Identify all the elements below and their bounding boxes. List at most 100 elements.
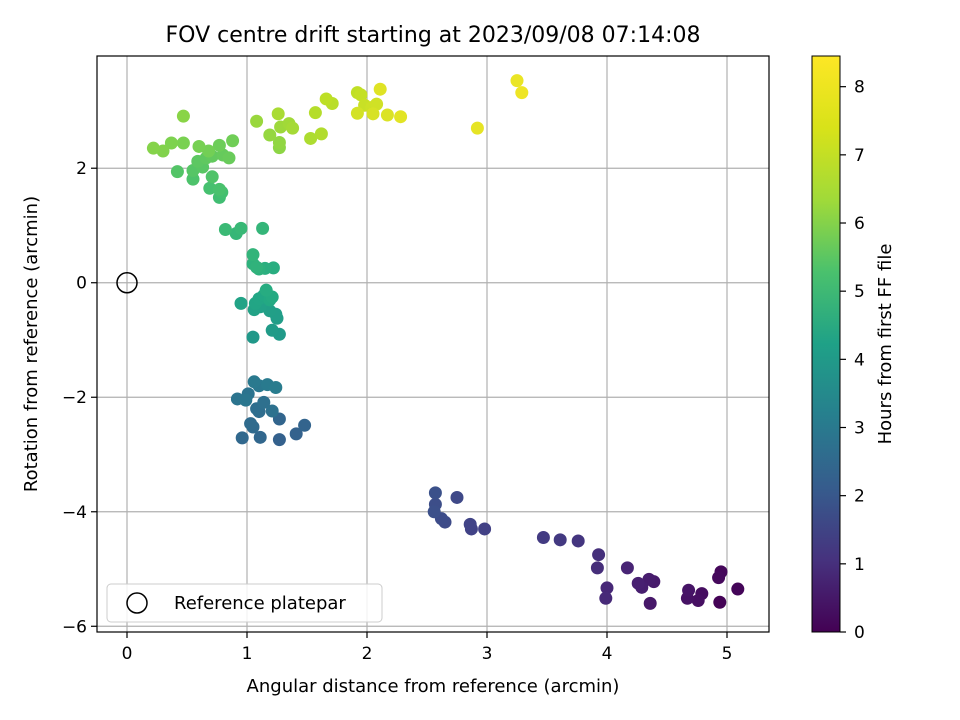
colorbar-tick-label: 7 xyxy=(854,146,865,166)
data-point xyxy=(373,82,387,96)
data-point xyxy=(250,260,264,274)
data-point xyxy=(515,86,529,100)
data-point xyxy=(463,517,477,531)
x-tick-label: 3 xyxy=(482,644,493,664)
data-point xyxy=(222,151,236,165)
data-point xyxy=(286,121,300,135)
data-point xyxy=(590,561,604,575)
data-point xyxy=(553,533,567,547)
data-point xyxy=(226,134,240,148)
data-point xyxy=(319,92,333,106)
data-point xyxy=(271,107,285,121)
y-axis-ticks: −6 −4 −2 0 2 xyxy=(62,159,97,637)
chart-title: FOV centre drift starting at 2023/09/08 … xyxy=(166,23,701,48)
data-point xyxy=(234,296,248,310)
reference-point xyxy=(116,271,138,294)
data-point xyxy=(592,548,606,562)
data-point xyxy=(643,596,657,610)
x-tick-label: 0 xyxy=(122,644,133,664)
data-point xyxy=(308,106,322,120)
data-point xyxy=(631,576,645,590)
data-point xyxy=(247,375,261,389)
data-point xyxy=(269,381,283,395)
data-point xyxy=(235,431,249,445)
x-tick-label: 2 xyxy=(362,644,373,664)
reference-marker xyxy=(116,271,138,294)
data-point xyxy=(263,128,277,142)
legend-marker xyxy=(126,592,148,614)
data-point xyxy=(366,107,380,121)
y-tick-label: −4 xyxy=(62,503,87,523)
data-point xyxy=(250,114,264,128)
data-point xyxy=(176,109,190,123)
data-point xyxy=(620,561,634,575)
data-point xyxy=(478,522,492,536)
y-tick-label: 0 xyxy=(76,274,87,294)
colorbar-tick-label: 0 xyxy=(854,623,865,643)
y-axis-label: Rotation from reference (arcmin) xyxy=(21,196,42,492)
data-point xyxy=(265,323,279,337)
colorbar-tick-label: 3 xyxy=(854,419,865,439)
plot-area-frame xyxy=(96,55,770,633)
data-point xyxy=(691,594,705,608)
data-point xyxy=(536,531,550,545)
legend-box xyxy=(106,583,383,623)
data-point xyxy=(427,505,441,519)
data-point xyxy=(253,430,267,444)
data-point xyxy=(212,182,226,196)
data-point xyxy=(510,74,524,88)
data-point xyxy=(246,248,260,262)
data-point xyxy=(257,395,271,409)
y-tick-label: 2 xyxy=(76,159,87,179)
data-point xyxy=(164,136,178,150)
data-point xyxy=(289,427,303,441)
data-point xyxy=(146,141,160,155)
y-tick-label: −6 xyxy=(62,617,87,637)
data-point xyxy=(170,165,184,179)
data-point xyxy=(713,595,727,609)
y-tick-label: −2 xyxy=(62,388,87,408)
data-point xyxy=(212,138,226,152)
legend-label: Reference platepar xyxy=(174,593,346,614)
x-axis-ticks: 0 1 2 3 4 5 xyxy=(122,632,733,664)
colorbar: 0 1 2 3 4 5 6 7 8 Hours from first FF file xyxy=(811,55,896,643)
colorbar-tick-label: 1 xyxy=(854,555,865,575)
colorbar-tick-label: 8 xyxy=(854,78,865,98)
x-axis-label: Angular distance from reference (arcmin) xyxy=(247,676,620,697)
colorbar-label: Hours from first FF file xyxy=(875,244,896,445)
data-point xyxy=(298,418,312,432)
colorbar-tick-label: 4 xyxy=(854,350,865,370)
data-point xyxy=(350,106,364,120)
x-tick-label: 4 xyxy=(602,644,613,664)
data-point xyxy=(600,581,614,595)
data-point xyxy=(571,534,585,548)
data-point xyxy=(394,110,408,124)
data-point xyxy=(244,417,258,431)
data-point xyxy=(380,108,394,122)
data-point xyxy=(314,127,328,141)
data-point xyxy=(272,135,286,149)
colorbar-tick-label: 5 xyxy=(854,282,865,302)
data-point xyxy=(218,222,232,236)
data-points xyxy=(146,74,745,610)
data-point xyxy=(470,121,484,135)
colorbar-gradient xyxy=(811,55,841,633)
data-point xyxy=(304,131,318,145)
data-point xyxy=(731,582,745,596)
data-point xyxy=(246,330,260,344)
data-point xyxy=(712,571,726,585)
x-tick-label: 5 xyxy=(722,644,733,664)
data-point xyxy=(239,393,253,407)
x-tick-label: 1 xyxy=(242,644,253,664)
data-point xyxy=(234,221,248,235)
legend: Reference platepar xyxy=(106,583,383,623)
data-point xyxy=(176,136,190,150)
data-point xyxy=(599,591,613,605)
data-point xyxy=(428,486,442,500)
data-point xyxy=(192,139,206,153)
colorbar-tick-label: 2 xyxy=(854,487,865,507)
data-point xyxy=(450,490,464,504)
data-point xyxy=(265,404,279,418)
data-point xyxy=(272,433,286,447)
